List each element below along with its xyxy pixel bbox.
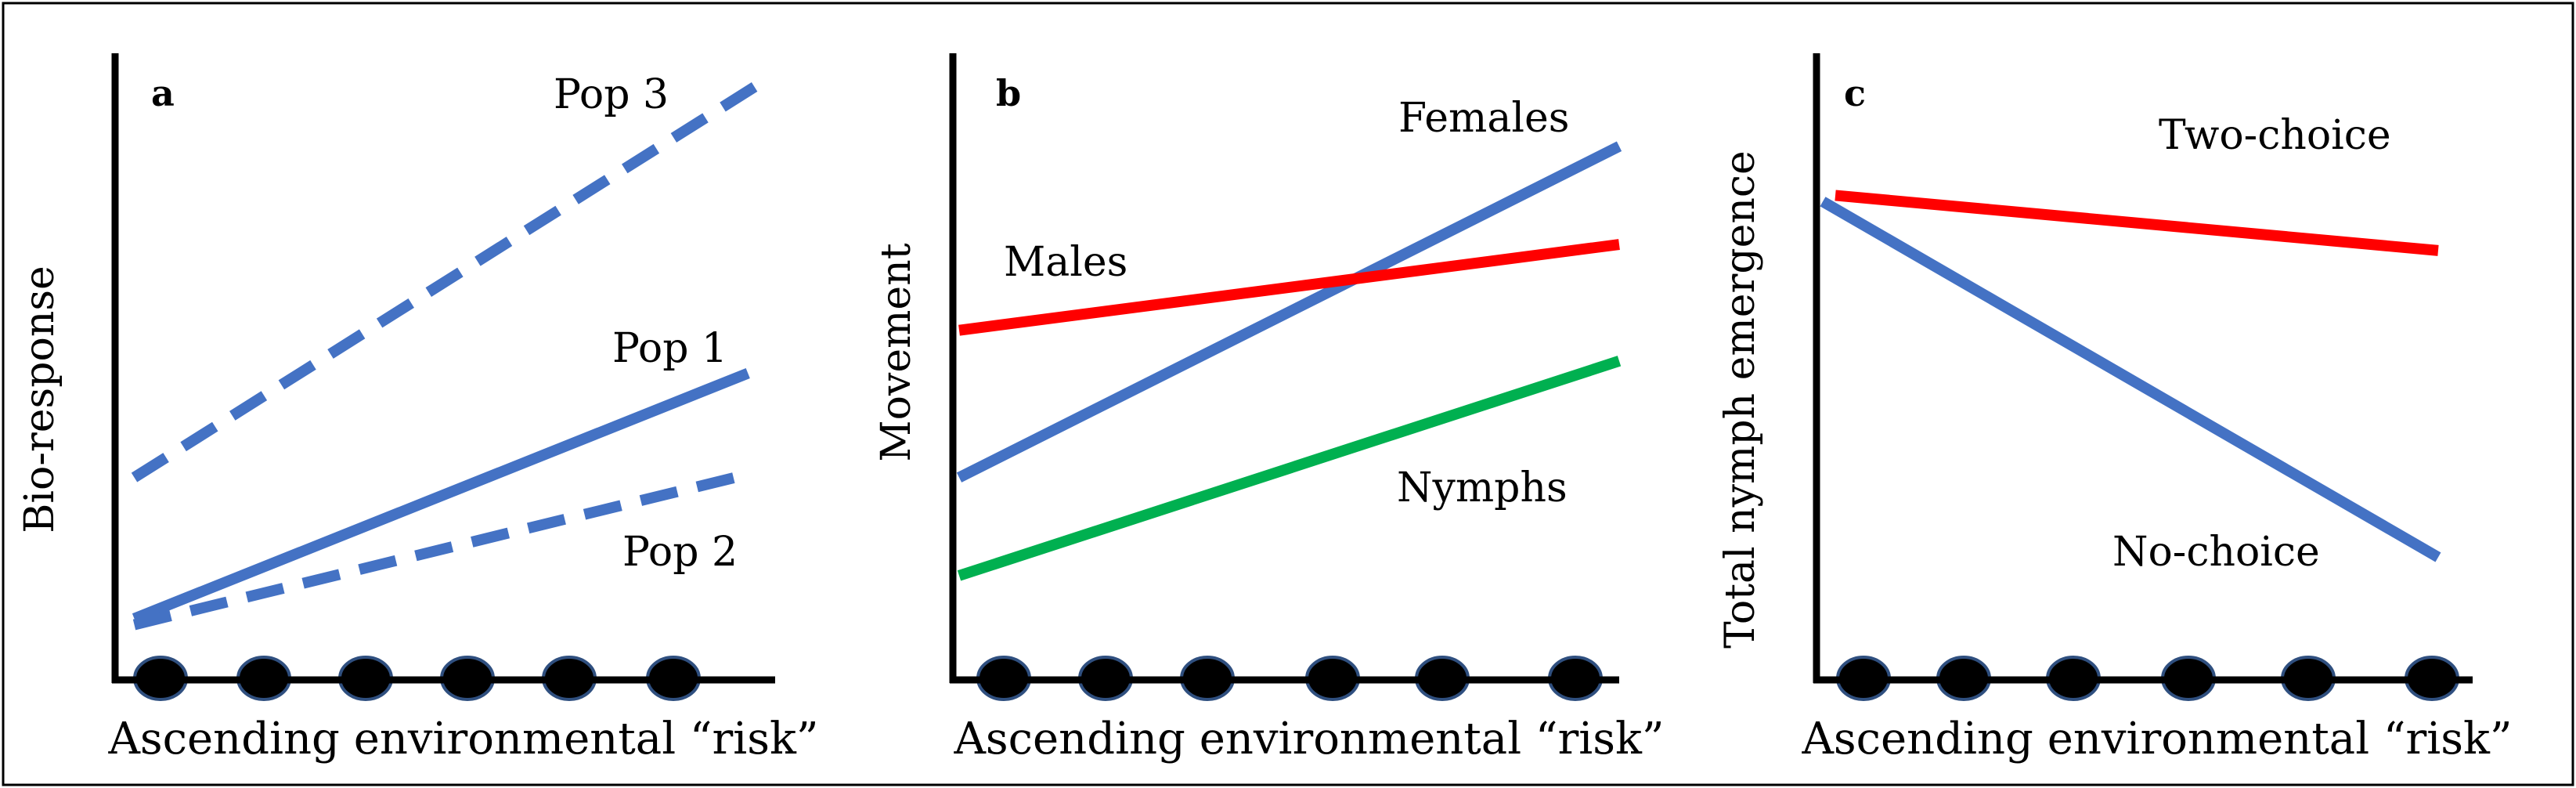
- series-line-pop-1: [132, 367, 750, 624]
- series-line-pop-3: [131, 74, 770, 483]
- series-line-females: [956, 141, 1622, 483]
- legend-label-nymphs: Nymphs: [1397, 464, 1568, 511]
- series-line-nymphs: [957, 356, 1622, 581]
- series-line-pop-2: [132, 472, 737, 631]
- panel-b-x-label: Ascending environmental “risk”: [953, 714, 1664, 765]
- panel-a-y-label: Bio-response: [16, 266, 63, 533]
- legend-label-females: Females: [1398, 95, 1569, 142]
- panel-b: b Movement Ascending environmental “risk…: [873, 53, 1665, 765]
- series-line-two-choice: [1835, 190, 2439, 256]
- panel-a: a Bio-response Ascending environmental “…: [16, 53, 819, 765]
- legend-label-no-choice: No-choice: [2112, 529, 2320, 576]
- panel-c-letter: c: [1844, 72, 1866, 114]
- series-line-no-choice: [1820, 197, 2441, 562]
- panel-b-y-label: Movement: [873, 243, 920, 461]
- legend-label-males: Males: [1004, 239, 1127, 286]
- series-line-males: [958, 239, 1620, 336]
- panel-c-y-label: Total nymph emergence: [1717, 150, 1764, 649]
- panel-c: c Total nymph emergence Ascending enviro…: [1717, 53, 2513, 765]
- legend-label-pop3: Pop 3: [554, 71, 669, 118]
- legend-label-two-choice: Two-choice: [2159, 112, 2391, 159]
- panel-a-letter: a: [151, 72, 175, 114]
- legend-label-pop2: Pop 2: [622, 529, 738, 576]
- legend-label-pop1: Pop 1: [612, 325, 727, 372]
- panel-c-x-label: Ascending environmental “risk”: [1801, 714, 2512, 765]
- panel-a-x-label: Ascending environmental “risk”: [107, 714, 818, 765]
- panel-b-letter: b: [996, 72, 1021, 114]
